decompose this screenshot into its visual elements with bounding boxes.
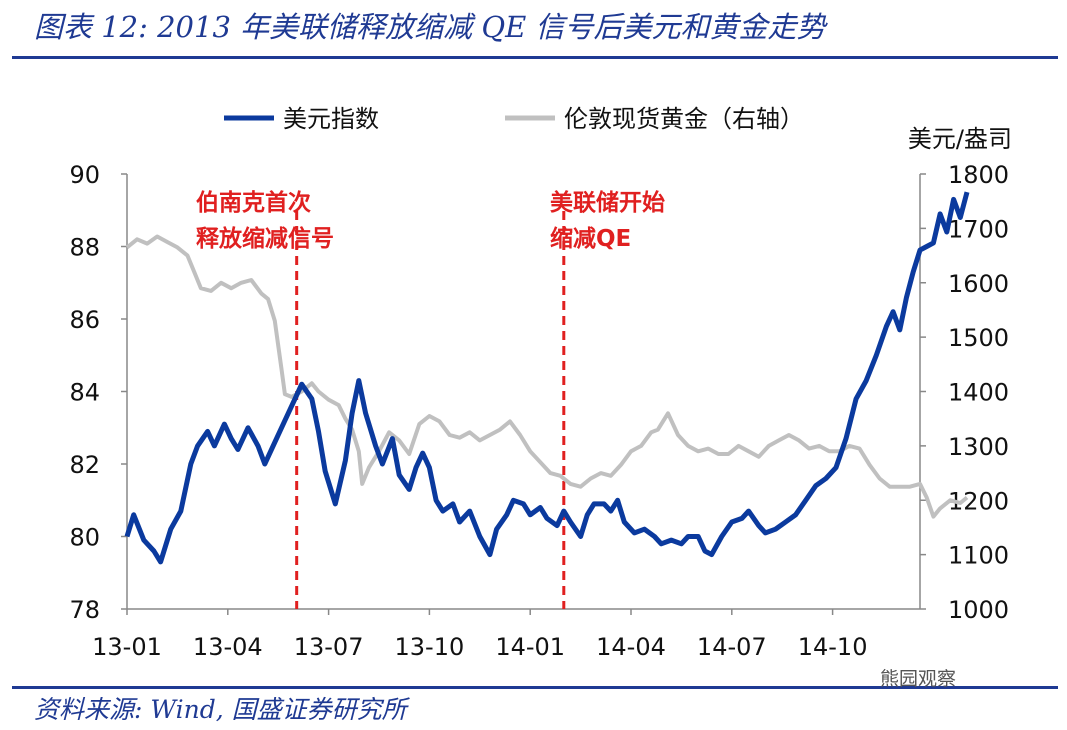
right-tick-label: 1800 [948,161,1009,189]
right-tick-label: 1000 [948,596,1009,624]
left-tick-label: 84 [69,379,100,407]
right-tick-label: 1100 [948,542,1009,570]
x-tick-label: 13-01 [92,633,162,661]
left-tick-label: 90 [69,161,100,189]
left-tick-label: 82 [69,451,100,479]
series-line-usd-index [124,191,970,565]
x-tick-label: 13-07 [294,633,364,661]
right-tick-label: 1500 [948,324,1009,352]
watermark-text: 熊园观察 [880,668,957,690]
legend-label-usd-index: 美元指数 [283,105,379,133]
right-tick-label: 1700 [948,215,1009,243]
x-axis-ticks: 13-01 13-04 13-07 13-10 14-01 14-04 14-07 14-10 [92,609,867,661]
figure-title: 图表 12: 2013 年美联储释放缩减 QE 信号后美元和黄金走势 [34,10,826,44]
left-tick-label: 86 [69,306,100,334]
x-tick-label: 13-04 [193,633,263,661]
right-axis-unit: 美元/盎司 [908,125,1012,153]
x-tick-label: 14-07 [697,633,767,661]
title-rule [12,56,1058,59]
source-rule [12,686,1058,689]
right-tick-label: 1600 [948,270,1009,298]
annotation-text: 缩减QE [550,225,631,252]
annotation-text: 释放缩减信号 [196,225,334,252]
right-tick-label: 1400 [948,379,1009,407]
legend: 美元指数 伦敦现货黄金（右轴） [224,105,804,133]
x-tick-label: 14-10 [798,633,868,661]
annotation-text: 美联储开始 [550,189,665,216]
line-chart: 美元指数 伦敦现货黄金（右轴） 美元/盎司 78 80 82 84 86 88 90 100… [69,105,1012,661]
left-tick-label: 78 [69,596,100,624]
legend-label-gold: 伦敦现货黄金（右轴） [564,105,804,133]
x-tick-label: 14-01 [495,633,565,661]
x-tick-label: 14-04 [596,633,666,661]
source-note: 资料来源: Wind, 国盛证券研究所 [34,695,407,724]
annotation-text: 伯南克首次 [196,189,311,216]
right-tick-label: 1300 [948,433,1009,461]
series-line-gold [125,234,969,519]
left-axis-ticks: 78 80 82 84 86 88 90 [69,161,127,624]
left-tick-label: 80 [69,524,100,552]
left-tick-label: 88 [69,234,100,262]
x-tick-label: 13-10 [395,633,465,661]
